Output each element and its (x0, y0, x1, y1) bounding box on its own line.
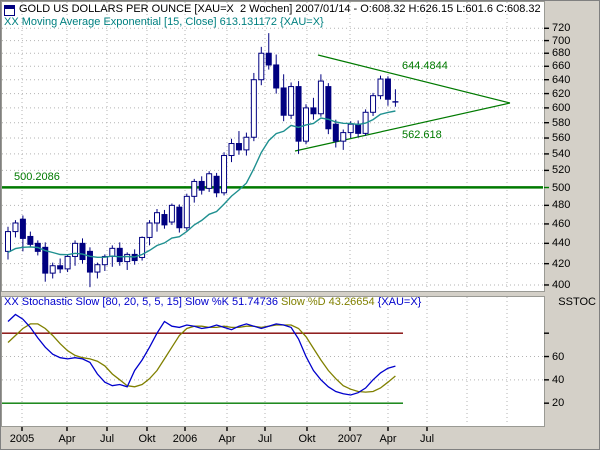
stochastic-d-line (7, 323, 396, 393)
candle-body (258, 52, 265, 81)
date-tick-label: Jul (257, 433, 273, 445)
date-tick-label: Okt (138, 433, 156, 445)
candle-body (325, 86, 332, 130)
stochastic-indicator-label: XX Stochastic Slow [80, 20, 5, 5, 15] Sl… (4, 297, 421, 308)
candle-body (347, 123, 354, 134)
stochastic-pane[interactable] (1, 296, 545, 427)
support-line-value-label: 500.2086 (14, 171, 60, 183)
candle-body (370, 95, 377, 113)
candle-body (49, 265, 56, 274)
candle-body (317, 80, 324, 115)
price-tick-label: 580 (552, 116, 571, 129)
date-tick-label: 2007 (337, 433, 363, 445)
candle-body (228, 143, 235, 157)
candle-body (265, 52, 272, 66)
price-tick-label: 500 (552, 181, 571, 194)
candle-body (288, 86, 295, 116)
price-tick-label: 480 (552, 199, 571, 212)
price-tick-label: 620 (552, 87, 571, 100)
stoch-tick-label: 40 (552, 373, 565, 386)
candle-body (79, 242, 86, 261)
ma-indicator-label: XX Moving Average Exponential [15, Close… (4, 16, 324, 28)
date-tick-label: Apr (58, 433, 76, 445)
date-tick-label: Apr (379, 433, 397, 445)
stochastic-d-label: Slow %D 43.26654 (281, 296, 378, 308)
candle-body (12, 222, 19, 233)
candle-body (198, 180, 205, 191)
candle-body (310, 107, 317, 115)
date-tick-label: 2005 (9, 433, 35, 445)
candle-body (27, 235, 34, 245)
candle-body (168, 204, 175, 223)
candle-body (384, 78, 391, 100)
stoch-tick-label: 60 (552, 350, 565, 363)
date-tick-label: 2006 (172, 433, 198, 445)
price-tick-label: 680 (552, 47, 571, 60)
candle-body (295, 86, 302, 142)
date-tick-label: Apr (218, 433, 236, 445)
ma-line (7, 110, 396, 259)
candle-body (94, 264, 101, 273)
candle-body (64, 255, 71, 270)
candle-body (213, 175, 220, 194)
candle-body (72, 242, 79, 257)
date-tick-label: Jul (419, 433, 435, 445)
candle-body (42, 246, 49, 274)
candle-body (19, 218, 26, 239)
price-tick-label: 440 (552, 237, 571, 250)
candle-body (377, 78, 384, 97)
candle-body (86, 250, 93, 273)
price-tick-label: 660 (552, 60, 571, 73)
candle-body (235, 143, 242, 151)
candle-body (146, 222, 153, 238)
stochastic-k-label: XX Stochastic Slow [80, 20, 5, 5, 15] Sl… (4, 296, 281, 308)
candle-body (355, 123, 362, 134)
lower-trendline (294, 102, 511, 152)
stochastic-axis-title: SSTOC (558, 296, 596, 308)
candle-body (250, 79, 257, 138)
chart-title: GOLD US DOLLARS PER OUNCE [XAU=X 2 Woche… (19, 3, 541, 15)
candle-body (139, 236, 146, 258)
price-tick-label: 520 (552, 164, 571, 177)
upper-trendline (317, 54, 511, 104)
candle-body (5, 231, 11, 252)
candle-body (332, 123, 339, 142)
price-tick-label: 420 (552, 257, 571, 270)
candle-body (243, 136, 250, 151)
candle-body (273, 64, 280, 89)
date-tick-label: Jul (99, 433, 115, 445)
candle-body (183, 195, 190, 229)
price-tick-label: 700 (552, 34, 571, 47)
stoch-tick-label: 20 (552, 397, 565, 410)
stochastic-symbol-label: {XAU=X} (377, 296, 422, 308)
window-icon[interactable] (4, 3, 15, 21)
candle-body (280, 87, 287, 116)
date-tick-label: Okt (298, 433, 316, 445)
stochastic-k-line (7, 313, 396, 396)
candle-body (101, 255, 108, 266)
candle-body (116, 247, 123, 263)
candle-body (154, 212, 160, 224)
price-tick-label: 560 (552, 132, 571, 145)
candle-body (176, 206, 183, 229)
candle-body (109, 247, 116, 257)
price-tick-label: 460 (552, 217, 571, 230)
upper-trendline-value-label: 644.4844 (402, 60, 448, 72)
candle-body (161, 214, 168, 226)
price-tick-label: 720 (552, 22, 571, 35)
candle-body (191, 180, 198, 197)
candle-body (57, 265, 64, 270)
lower-trendline-value-label: 562.618 (402, 129, 442, 141)
candle-body (340, 132, 347, 142)
price-tick-label: 540 (552, 147, 571, 160)
candle-body (221, 155, 228, 194)
candle-body (124, 253, 131, 263)
candle-body (206, 173, 213, 189)
price-tick-label: 400 (552, 278, 571, 291)
price-tick-label: 600 (552, 101, 571, 114)
price-tick-label: 640 (552, 73, 571, 86)
